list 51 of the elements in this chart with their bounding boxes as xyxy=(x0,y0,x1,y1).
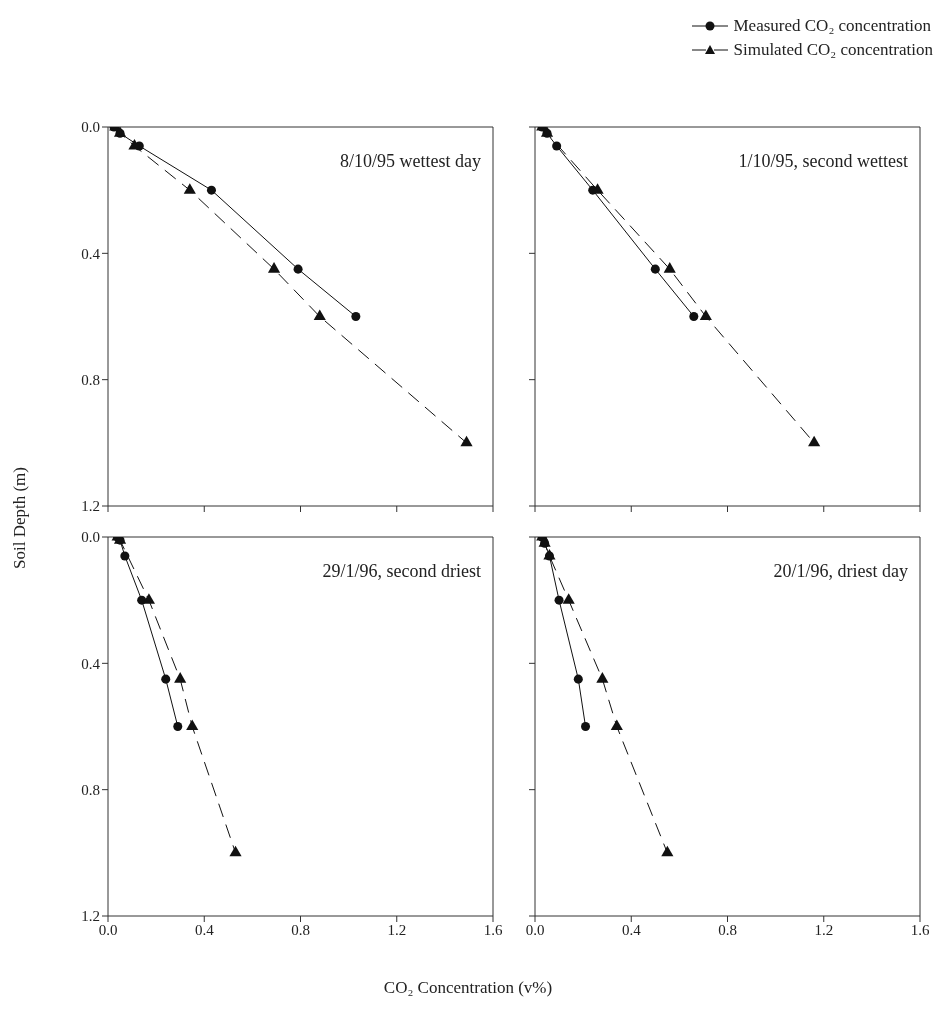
point xyxy=(313,309,326,321)
x-tick-label: 0.4 xyxy=(621,921,642,938)
x-tick-label: 1.2 xyxy=(387,921,407,938)
text: 1/10/95, second wettest xyxy=(738,151,908,172)
y-tick-label: 0.0 xyxy=(81,119,100,136)
point xyxy=(610,719,623,731)
y-tick-label: 1.2 xyxy=(81,498,100,515)
legend-label: Simulated CO₂ concentration xyxy=(733,40,933,60)
point xyxy=(581,721,591,732)
point xyxy=(186,719,199,731)
point xyxy=(267,262,281,273)
y-tick-label: 1.2 xyxy=(81,908,100,925)
point xyxy=(161,674,171,684)
point xyxy=(174,672,187,683)
x-tick-label: 0.4 xyxy=(194,921,215,938)
y-tick-label: 0.4 xyxy=(81,655,101,672)
text: 8/10/95 wettest day xyxy=(340,151,481,172)
y-tick-label: 0.8 xyxy=(81,781,100,798)
point xyxy=(689,311,699,322)
x-tick-label: 0.0 xyxy=(525,921,545,938)
legend-label: Measured CO₂ concentration xyxy=(733,16,932,36)
text: 29/1/96, second driest xyxy=(322,561,481,582)
point xyxy=(699,309,712,321)
point xyxy=(173,721,183,732)
y-tick-label: 0.4 xyxy=(81,245,101,262)
point xyxy=(663,262,676,273)
point xyxy=(562,593,575,604)
point xyxy=(650,264,660,274)
x-tick-label: 0.0 xyxy=(98,921,118,938)
point xyxy=(206,185,216,195)
x-tick-label: 0.8 xyxy=(291,921,310,938)
y-axis-title: Soil Depth (m) xyxy=(10,466,30,571)
x-tick-label: 0.8 xyxy=(718,921,737,938)
x-axis-title: CO₂ Concentration (v%) xyxy=(382,978,554,998)
point xyxy=(808,435,821,447)
point xyxy=(554,595,564,605)
x-tick-label: 1.2 xyxy=(814,921,834,938)
point xyxy=(183,183,196,194)
y-tick-label: 0.0 xyxy=(81,529,100,546)
x-tick-label: 1.6 xyxy=(483,921,503,938)
text: 20/1/96, driest day xyxy=(773,561,908,582)
point xyxy=(460,435,473,447)
point xyxy=(661,845,674,857)
point xyxy=(229,845,242,857)
point xyxy=(293,264,303,274)
point xyxy=(596,672,609,683)
point xyxy=(573,674,583,684)
x-tick-label: 1.6 xyxy=(910,921,930,938)
point xyxy=(351,311,361,322)
point xyxy=(120,551,130,561)
y-tick-label: 0.8 xyxy=(81,371,100,388)
